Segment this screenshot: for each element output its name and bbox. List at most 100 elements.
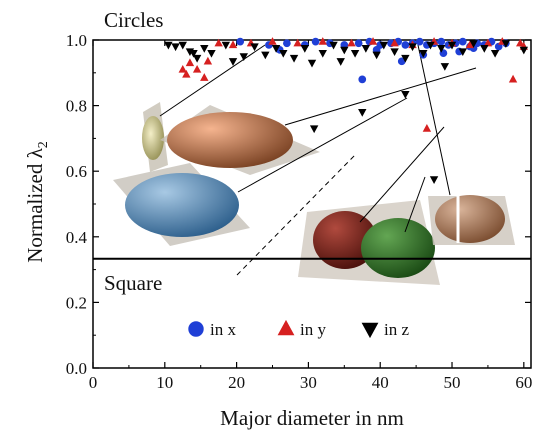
point-in-z bbox=[171, 43, 180, 52]
point-in-z bbox=[271, 45, 281, 53]
point-in-z bbox=[192, 54, 202, 63]
callout-line bbox=[159, 44, 266, 117]
label-circles: Circles bbox=[104, 8, 163, 32]
point-in-z bbox=[469, 40, 478, 48]
point-in-x bbox=[401, 41, 410, 49]
point-in-z bbox=[300, 45, 310, 53]
point-in-y bbox=[465, 40, 475, 49]
point-in-z bbox=[458, 48, 467, 57]
point-in-z bbox=[372, 51, 381, 60]
point-in-z bbox=[178, 41, 187, 50]
inset-red-particle bbox=[313, 211, 377, 269]
callout-line bbox=[284, 67, 477, 126]
point-in-z bbox=[309, 125, 319, 134]
point-in-y bbox=[200, 73, 209, 81]
point-in-x bbox=[437, 37, 446, 46]
x-tick-label: 60 bbox=[515, 373, 532, 392]
point-in-x bbox=[358, 75, 367, 84]
point-in-z bbox=[519, 46, 529, 55]
point-in-z bbox=[350, 49, 360, 58]
legend: in x in y in z bbox=[188, 319, 409, 339]
point-in-x bbox=[236, 37, 245, 46]
point-in-z bbox=[200, 45, 209, 53]
point-in-z bbox=[336, 58, 345, 66]
point-in-y bbox=[422, 124, 432, 132]
point-in-x bbox=[311, 37, 320, 46]
legend-marker-in-y bbox=[277, 319, 295, 336]
point-in-y bbox=[347, 38, 356, 47]
data-points bbox=[164, 37, 529, 184]
y-tick-label: 0.0 bbox=[66, 359, 87, 378]
y-tick-label: 0.2 bbox=[66, 293, 87, 312]
point-in-z bbox=[447, 41, 457, 50]
point-in-z bbox=[329, 41, 338, 50]
point-in-z bbox=[307, 59, 317, 68]
point-in-z bbox=[164, 41, 173, 50]
callout-line bbox=[359, 126, 445, 223]
legend-label: in x bbox=[210, 320, 236, 339]
point-in-x bbox=[415, 37, 424, 46]
x-axis-title: Major diameter in nm bbox=[220, 406, 404, 430]
point-in-z bbox=[340, 46, 349, 55]
point-in-y bbox=[178, 64, 187, 73]
point-in-z bbox=[490, 49, 500, 58]
x-tick-label: 0 bbox=[89, 373, 98, 392]
point-in-z bbox=[379, 41, 389, 50]
x-tick-label: 30 bbox=[300, 373, 317, 392]
point-in-y bbox=[508, 74, 518, 83]
point-in-y bbox=[228, 40, 238, 49]
callout-lines bbox=[159, 44, 477, 276]
point-in-y bbox=[368, 37, 378, 45]
point-in-y bbox=[185, 58, 195, 67]
legend-marker-in-x bbox=[188, 321, 204, 337]
point-in-x bbox=[354, 39, 363, 48]
point-in-z bbox=[408, 43, 417, 52]
point-in-y bbox=[318, 37, 327, 45]
point-in-z bbox=[361, 45, 371, 53]
axis-ticks: 0 10 20 30 40 50 60 0.0 0.2 0.4 0.6 0.8 1.0 bbox=[66, 31, 533, 392]
point-in-z bbox=[279, 49, 288, 58]
y-axis-title-group: Normalized λ2 bbox=[23, 141, 51, 263]
point-in-y bbox=[516, 38, 525, 47]
point-in-z bbox=[390, 48, 399, 57]
point-in-z bbox=[426, 41, 435, 50]
point-in-z bbox=[429, 176, 439, 184]
y-tick-label: 0.4 bbox=[66, 228, 88, 247]
point-in-z bbox=[207, 49, 216, 58]
point-in-z bbox=[289, 54, 299, 63]
point-in-y bbox=[293, 38, 302, 47]
point-in-z bbox=[401, 54, 410, 63]
callout-dashed bbox=[236, 154, 356, 276]
point-in-z bbox=[501, 40, 511, 48]
point-in-x bbox=[458, 37, 467, 46]
callout-line bbox=[404, 176, 426, 233]
y-tick-label: 0.8 bbox=[66, 97, 87, 116]
point-in-z bbox=[250, 43, 259, 52]
point-in-z bbox=[401, 90, 410, 99]
y-tick-label: 1.0 bbox=[66, 31, 87, 50]
label-square: Square bbox=[104, 271, 162, 295]
callout-line bbox=[237, 97, 408, 193]
point-in-y bbox=[192, 64, 202, 73]
inset-green-particle bbox=[361, 218, 435, 278]
point-in-z bbox=[228, 58, 238, 66]
x-tick-label: 10 bbox=[156, 373, 173, 392]
legend-label: in y bbox=[300, 320, 326, 339]
point-in-y bbox=[483, 38, 493, 47]
point-in-z bbox=[480, 45, 489, 53]
point-in-x bbox=[283, 39, 291, 48]
legend-label: in z bbox=[384, 320, 409, 339]
inset-tan-particle bbox=[435, 195, 505, 243]
point-in-y bbox=[214, 38, 223, 47]
inset-orange-particle bbox=[167, 112, 293, 168]
x-tick-label: 50 bbox=[444, 373, 461, 392]
point-in-y bbox=[390, 38, 399, 47]
point-in-y bbox=[203, 56, 213, 65]
y-axis-title-sub: 2 bbox=[36, 141, 51, 148]
point-in-z bbox=[261, 51, 270, 60]
inset-blue-particle bbox=[125, 173, 239, 237]
point-in-z bbox=[419, 49, 428, 58]
point-in-z bbox=[221, 41, 231, 50]
callout-line bbox=[417, 44, 451, 196]
